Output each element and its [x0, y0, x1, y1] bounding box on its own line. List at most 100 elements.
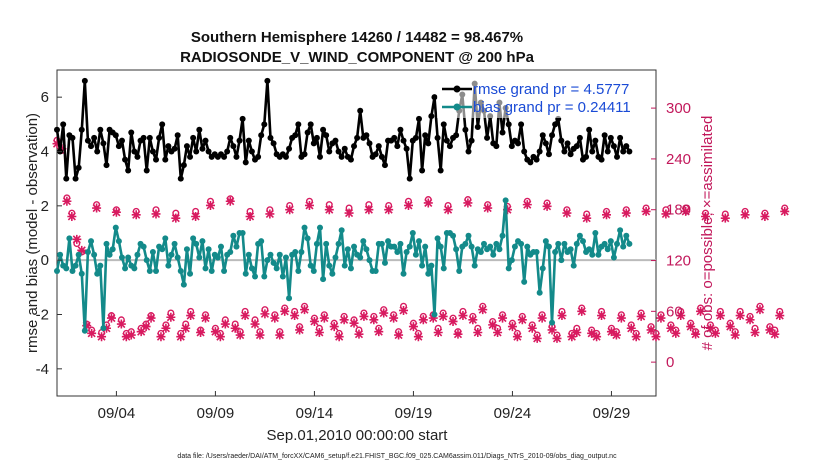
obs-possible-marker	[400, 302, 408, 310]
rmse-point	[242, 159, 249, 166]
bias-point	[233, 243, 240, 250]
bias-point	[276, 251, 283, 258]
obs-possible-marker	[424, 196, 432, 204]
bias-point	[100, 325, 107, 332]
bias-point	[298, 249, 305, 256]
bias-point	[617, 227, 624, 234]
rmse-point	[69, 134, 76, 141]
bias-point	[199, 238, 206, 245]
obs-assimilated-marker	[72, 234, 82, 244]
rmse-point	[415, 115, 422, 122]
obs-possible-marker	[449, 314, 457, 322]
rmse-point	[307, 121, 314, 128]
bias-point	[245, 251, 252, 258]
obs-possible-marker	[162, 321, 170, 329]
rmse-point	[598, 156, 605, 163]
rmse-point	[589, 148, 596, 155]
legend-bias-label: bias grand pr = 0.24411	[473, 99, 631, 116]
bias-point	[456, 268, 463, 275]
obs-assimilated-marker	[735, 311, 745, 321]
obs-assimilated-marker	[493, 327, 503, 337]
obs-assimilated-marker	[166, 312, 176, 322]
bias-point	[131, 265, 138, 272]
x-tick-label: 09/09	[197, 405, 235, 422]
rmse-point	[54, 126, 60, 133]
bias-point	[258, 238, 265, 245]
bias-point	[248, 265, 255, 272]
obs-possible-marker	[731, 328, 739, 336]
obs-assimilated-marker	[171, 213, 181, 223]
rmse-point	[165, 143, 172, 150]
bias-point	[549, 319, 556, 326]
rmse-point	[505, 121, 512, 128]
bias-point	[480, 240, 487, 247]
bias-point	[412, 251, 419, 258]
obs-assimilated-marker	[220, 319, 230, 329]
obs-possible-marker	[395, 328, 403, 336]
rmse-point	[261, 121, 268, 128]
obs-possible-marker	[568, 329, 576, 337]
obs-possible-marker	[528, 321, 536, 329]
rmse-point	[403, 145, 410, 152]
rmse-point	[536, 148, 543, 155]
obs-assimilated-marker	[324, 205, 334, 215]
rmse-point	[453, 132, 460, 139]
bias-point	[397, 240, 404, 247]
obs-assimilated-marker	[473, 327, 483, 337]
rmse-point	[434, 134, 441, 141]
bias-point	[573, 240, 580, 247]
obs-possible-marker	[63, 194, 71, 202]
rmse-point	[153, 156, 160, 163]
obs-possible-marker	[751, 324, 759, 332]
rmse-point	[97, 126, 104, 133]
y-tick-right-label: 180	[666, 202, 691, 219]
bias-point	[579, 238, 586, 245]
bias-point	[146, 268, 153, 275]
rmse-point	[149, 148, 156, 155]
bias-point	[555, 240, 562, 247]
rmse-point	[440, 121, 447, 128]
obs-possible-marker	[434, 324, 442, 332]
bias-point	[320, 276, 327, 283]
bias-point	[168, 251, 175, 258]
bias-point	[406, 243, 413, 250]
obs-possible-marker	[776, 307, 784, 315]
y-tick-right-label: 240	[666, 151, 691, 168]
bias-point	[122, 265, 129, 272]
obs-possible-marker	[711, 326, 719, 334]
bias-point	[453, 246, 460, 253]
bias-point	[626, 240, 633, 247]
rmse-point	[381, 162, 388, 169]
bias-point	[471, 262, 478, 269]
rmse-point	[190, 134, 197, 141]
obs-assimilated-marker	[443, 205, 453, 215]
rmse-point	[221, 153, 228, 160]
obs-possible-marker	[206, 197, 214, 205]
rmse-point	[419, 167, 426, 174]
obs-possible-marker	[484, 201, 492, 209]
obs-assimilated-marker	[354, 329, 364, 339]
y-axis-label-right: # of obs: o=possible; ×=assimilated	[699, 116, 716, 351]
rmse-point	[332, 137, 339, 144]
y-tick-right-label: 60	[666, 303, 683, 320]
obs-possible-marker	[152, 206, 160, 214]
obs-possible-marker	[147, 312, 155, 320]
bias-point	[217, 243, 224, 250]
rmse-point	[236, 137, 243, 144]
obs-possible-marker	[177, 329, 185, 337]
obs-possible-marker	[518, 312, 526, 320]
bias-point	[360, 238, 367, 245]
rmse-point	[437, 167, 444, 174]
obs-possible-marker	[88, 326, 96, 334]
y-tick-left-label: -2	[36, 307, 49, 324]
obs-possible-marker	[117, 316, 125, 324]
obs-possible-marker	[573, 324, 581, 332]
y-tick-left-label: -4	[36, 361, 49, 378]
obs-possible-marker	[523, 197, 531, 205]
obs-assimilated-marker	[186, 311, 196, 321]
obs-possible-marker	[197, 326, 205, 334]
rmse-point	[286, 145, 293, 152]
rmse-point	[468, 137, 475, 144]
rmse-point	[118, 137, 125, 144]
obs-possible-marker	[419, 312, 427, 320]
